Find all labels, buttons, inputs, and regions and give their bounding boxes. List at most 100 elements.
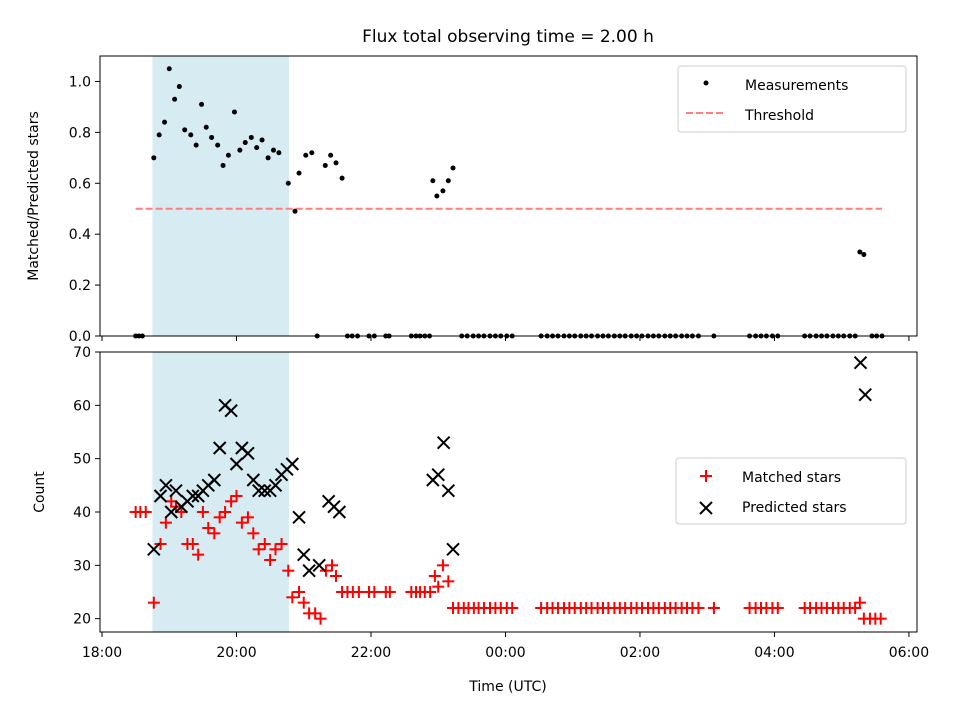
matched-star-point	[275, 538, 288, 550]
predicted-stars-legend-label: Predicted stars	[742, 500, 847, 516]
predicted-star-point	[246, 473, 261, 487]
matched-star-point	[771, 602, 784, 614]
top-y-tick-label: 0.4	[69, 227, 91, 243]
x-tick-label: 20:00	[216, 645, 256, 661]
x-tick-label: 00:00	[485, 645, 525, 661]
predicted-star-point	[858, 387, 872, 402]
predicted-star-point	[268, 478, 283, 493]
matched-star-point	[314, 612, 327, 625]
predicted-star-point	[446, 542, 460, 557]
top-x-ticks	[101, 336, 910, 341]
matched-star-point	[330, 570, 343, 582]
predicted-star-point	[212, 441, 227, 455]
matched-star-point	[213, 511, 226, 524]
top-y-tick-label: 0.8	[69, 125, 91, 141]
matched-star-point	[874, 612, 887, 625]
bottom-y-tick-label: 30	[73, 558, 91, 574]
matched-stars-legend-label: Matched stars	[742, 470, 841, 486]
x-tick-label: 04:00	[754, 645, 794, 661]
bottom-y-axis-label: Count	[32, 471, 48, 513]
top-y-tick-label: 1.0	[69, 74, 91, 90]
matched-star-point	[436, 559, 449, 572]
matched-star-point	[286, 591, 299, 604]
measurement-point	[270, 147, 276, 153]
measurement-point	[861, 252, 867, 258]
bottom-x-ticks: 18:00 20:00 22:00 00:00 02:00 04:00 06:00	[82, 632, 929, 661]
measurements-legend-label: Measurements	[745, 78, 848, 94]
predicted-star-point	[312, 558, 326, 573]
top-y-ticks: 0.0 0.2 0.4 0.6 0.8 1.0	[69, 74, 100, 345]
predicted-star-point	[207, 473, 222, 487]
predicted-stars-points	[147, 355, 872, 578]
x-tick-label: 22:00	[351, 645, 391, 661]
measurement-point	[162, 119, 168, 125]
predicted-star-point	[302, 563, 316, 578]
measurement-point	[172, 96, 178, 102]
measurement-point	[156, 132, 162, 138]
matched-star-point	[192, 548, 205, 561]
measurement-point	[440, 188, 446, 194]
measurement-point	[220, 162, 226, 168]
measurement-point	[176, 84, 182, 90]
measurement-point	[199, 101, 205, 107]
top-chart-title: Flux total observing time = 2.00 h	[362, 27, 654, 47]
measurement-point	[292, 208, 298, 214]
measurement-point	[265, 155, 271, 161]
matched-star-point	[442, 575, 455, 588]
top-y-tick-label: 0.6	[69, 176, 91, 192]
matched-star-point	[269, 543, 282, 556]
predicted-star-point	[153, 489, 168, 503]
measurement-point	[193, 142, 199, 148]
matched-star-point	[202, 522, 215, 534]
predicted-star-point	[159, 478, 173, 493]
predicted-star-point	[224, 403, 238, 418]
matched-star-point	[154, 538, 167, 550]
x-axis-label: Time (UTC)	[468, 679, 546, 695]
predicted-star-point	[251, 483, 266, 498]
matched-star-point	[235, 516, 248, 529]
matched-star-point	[230, 490, 243, 502]
predicted-star-point	[441, 483, 456, 498]
predicted-star-point	[853, 355, 868, 370]
matched-star-point	[219, 506, 232, 518]
predicted-star-point	[292, 510, 306, 525]
measurement-point	[328, 152, 334, 158]
matched-star-point	[282, 564, 295, 577]
matched-star-point	[147, 596, 160, 609]
x-tick-label: 06:00	[889, 645, 929, 661]
measurement-point	[209, 134, 215, 140]
top-y-tick-label: 0.2	[69, 278, 91, 294]
top-axes-frame	[99, 55, 918, 337]
bottom-y-ticks: 20 30 40 50 60 70	[73, 345, 100, 628]
predicted-star-point	[297, 547, 311, 562]
bottom-y-tick-label: 50	[73, 452, 91, 468]
measurement-point	[231, 109, 237, 115]
matched-star-point	[692, 602, 705, 614]
measurement-point	[188, 132, 194, 138]
matched-stars-legend-marker	[700, 470, 712, 482]
matched-star-point	[241, 511, 254, 524]
matched-star-point	[506, 602, 519, 614]
measurement-point	[322, 162, 328, 168]
measurement-point	[259, 137, 265, 143]
predicted-star-point	[332, 505, 347, 519]
measurement-point	[215, 142, 221, 148]
bottom-y-tick-label: 70	[73, 345, 91, 361]
top-y-tick-label: 0.0	[69, 329, 91, 345]
matched-star-point	[252, 543, 265, 556]
measurement-point	[450, 165, 456, 171]
measurement-point	[151, 155, 157, 161]
matched-star-point	[424, 586, 437, 598]
top-shaded-span	[152, 56, 289, 336]
top-panel: 0.0 0.2 0.4 0.6 0.8 1.0 Flux total observing …	[26, 27, 918, 345]
matched-star-point	[383, 586, 396, 598]
measurement-point	[276, 150, 282, 156]
matched-star-point	[297, 596, 310, 609]
measurement-point	[225, 152, 231, 158]
matched-star-point	[208, 527, 221, 540]
measurement-point	[445, 178, 451, 184]
matched-star-point	[247, 527, 260, 540]
predicted-star-point	[285, 457, 300, 471]
predicted-star-point	[147, 542, 161, 557]
